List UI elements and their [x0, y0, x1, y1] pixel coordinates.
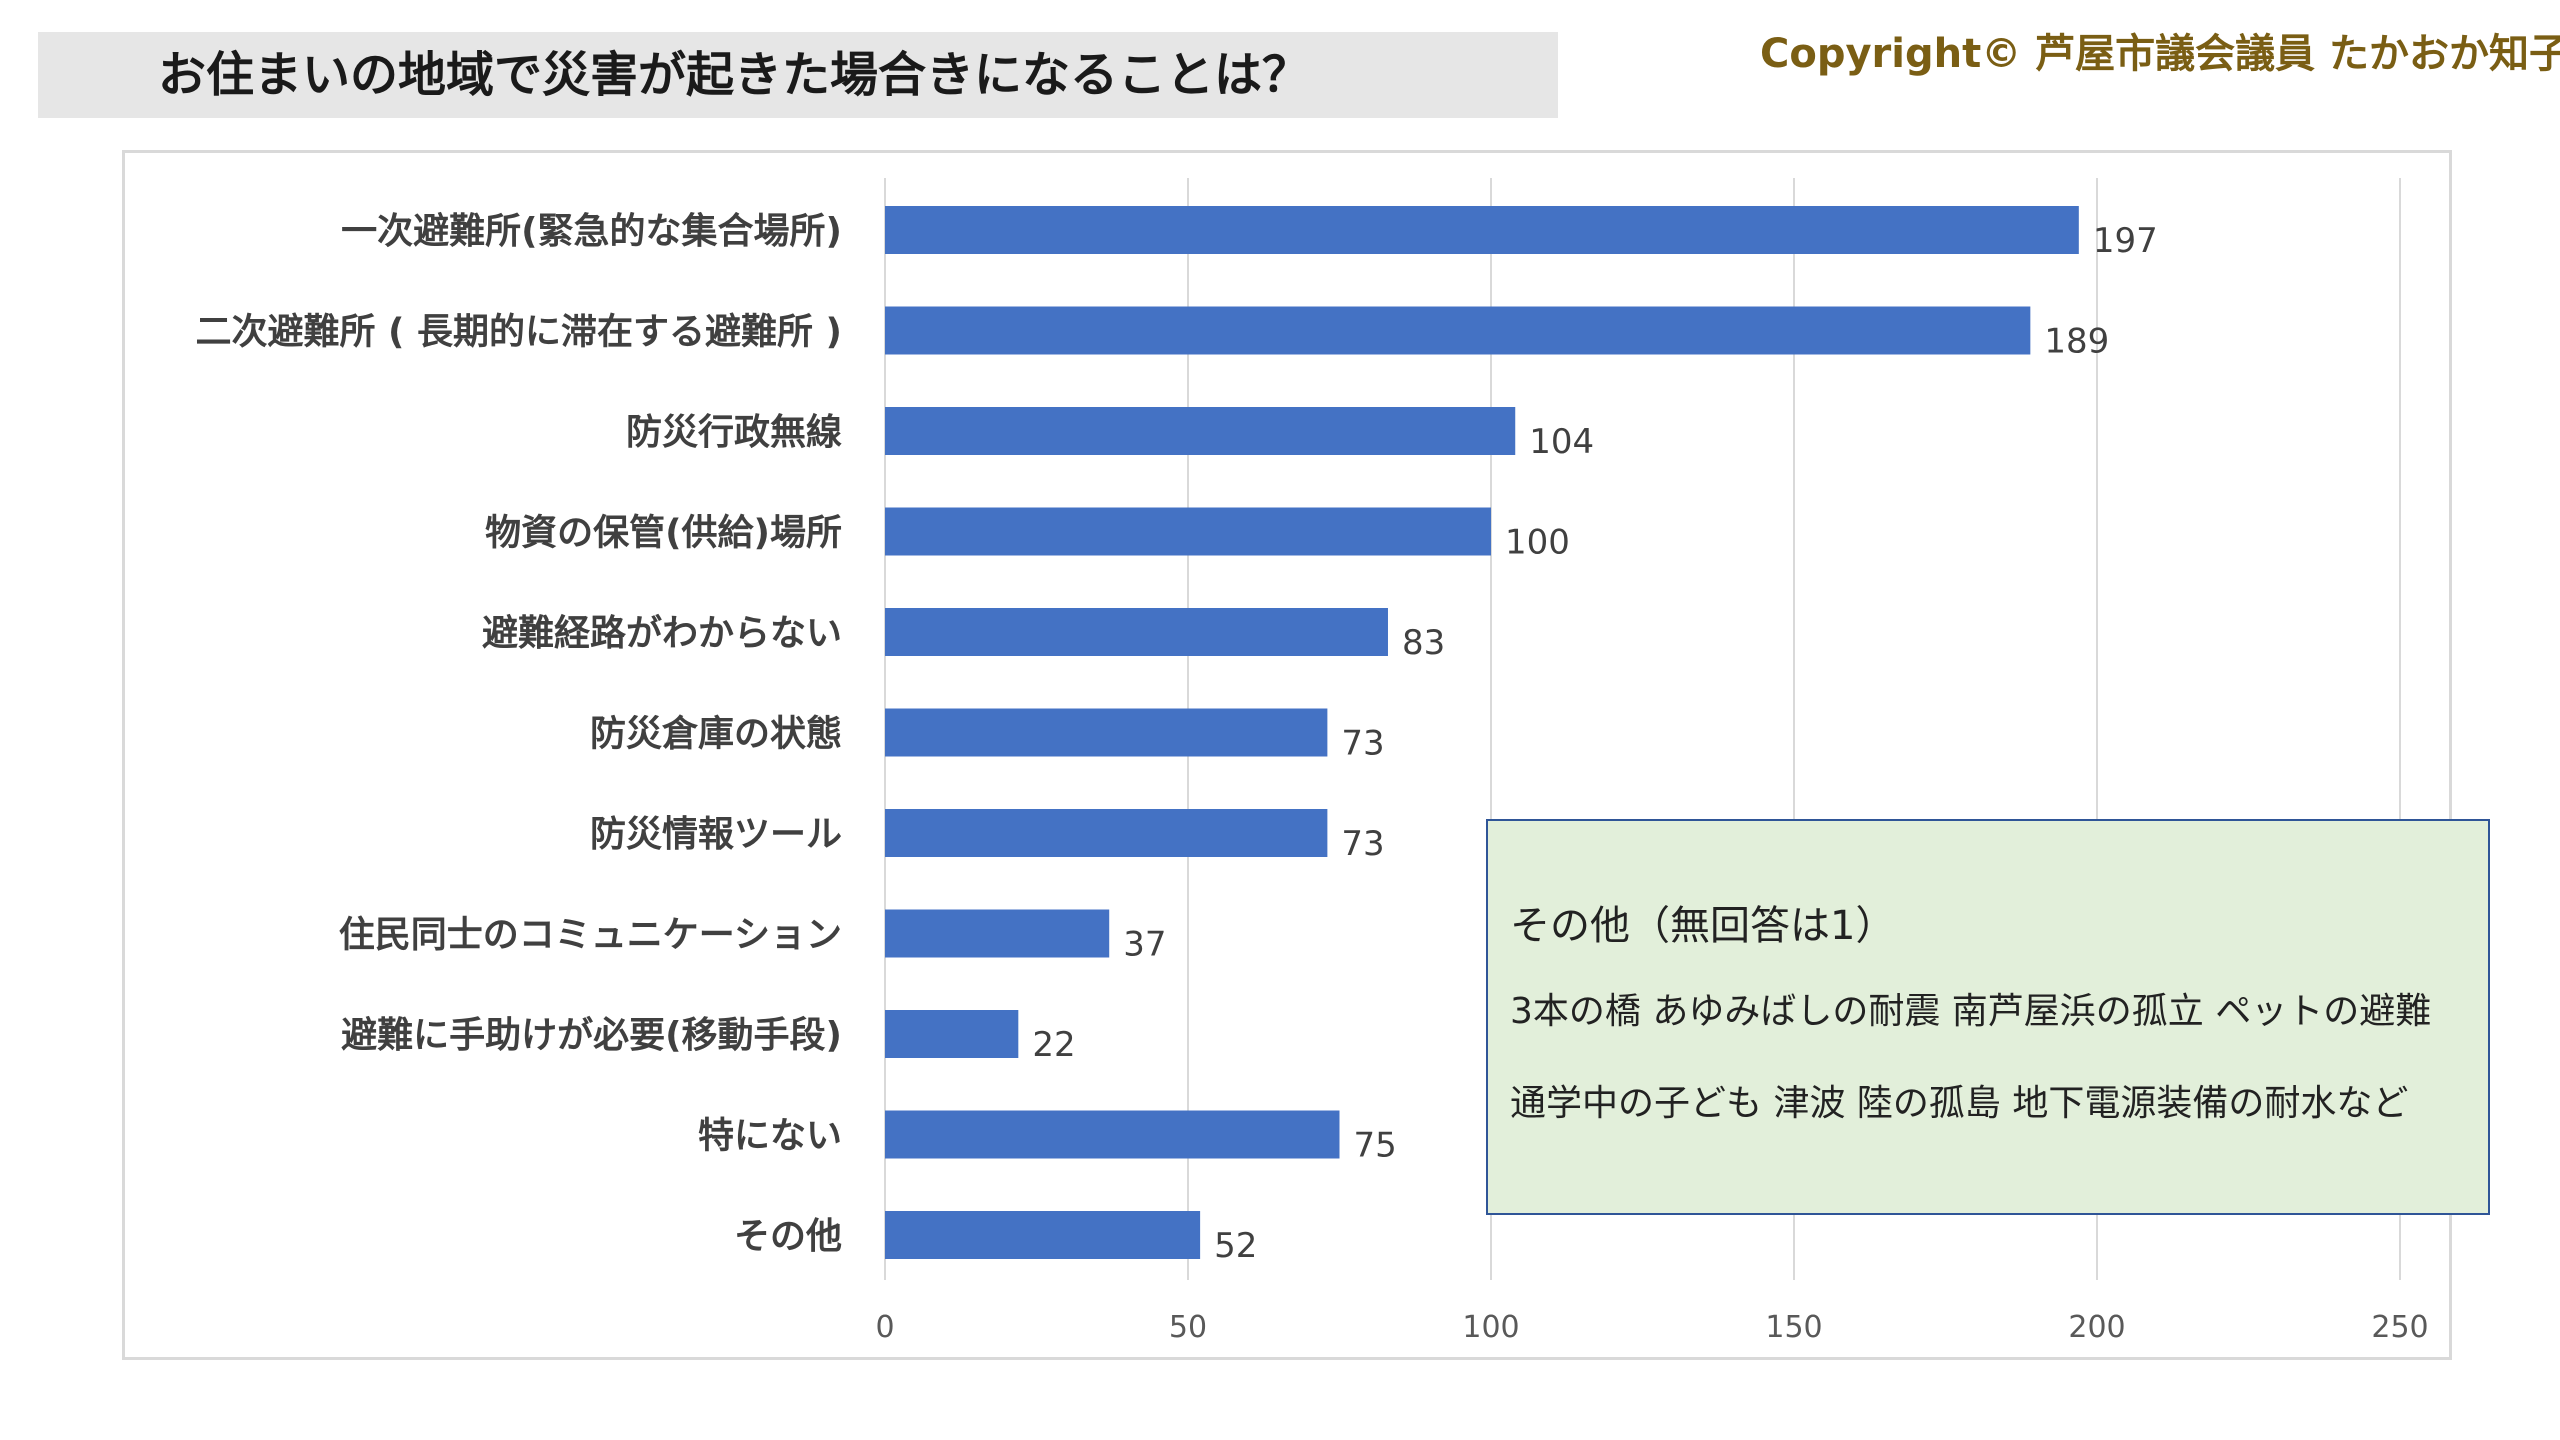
- category-label: 物資の保管(供給)場所: [485, 513, 842, 554]
- category-label: 二次避難所 ( 長期的に滞在する避難所 ): [195, 312, 842, 353]
- category-label: 特にない: [698, 1116, 842, 1157]
- data-label: 75: [1354, 1126, 1397, 1166]
- data-label: 83: [1402, 623, 1445, 663]
- data-label: 104: [1529, 422, 1594, 462]
- category-label: 一次避難所(緊急的な集合場所): [341, 211, 842, 252]
- category-label: 防災行政無線: [626, 412, 842, 453]
- note-line: 通学中の子ども 津波 陸の孤島 地下電源装備の耐水など: [1510, 1083, 2409, 1124]
- data-label: 189: [2044, 322, 2109, 362]
- category-label: その他: [734, 1216, 842, 1257]
- category-label: 住民同士のコミュニケーション: [339, 915, 842, 956]
- category-label: 防災倉庫の状態: [590, 714, 842, 755]
- title-banner: お住まいの地域で災害が起きた場合きになることは？: [38, 32, 1558, 118]
- page-title: お住まいの地域で災害が起きた場合きになることは？: [158, 47, 1311, 103]
- data-label: 73: [1341, 724, 1384, 764]
- data-label: 73: [1341, 824, 1384, 864]
- data-label: 100: [1505, 523, 1570, 563]
- x-tick-label: 100: [1462, 1310, 1519, 1345]
- bar: [885, 507, 1491, 556]
- copyright-text: Copyright© 芦屋市議会議員 たかおか知子: [1760, 31, 2560, 77]
- bar: [885, 809, 1328, 857]
- bar: [885, 407, 1516, 455]
- bar: [885, 608, 1388, 656]
- data-label: 197: [2093, 221, 2158, 261]
- category-label: 避難に手助けが必要(移動手段): [341, 1015, 842, 1056]
- bar: [885, 1010, 1019, 1058]
- data-label: 52: [1214, 1226, 1257, 1266]
- x-tick-label: 200: [2068, 1310, 2125, 1345]
- x-tick-label: 250: [2371, 1310, 2428, 1345]
- x-tick-label: 50: [1169, 1310, 1207, 1345]
- bar: [885, 1110, 1340, 1159]
- category-label: 避難経路がわからない: [482, 613, 842, 654]
- x-tick-label: 150: [1765, 1310, 1822, 1345]
- data-label: 22: [1032, 1025, 1075, 1065]
- bar: [885, 206, 2079, 254]
- other-answers-note: その他（無回答は1） 3本の橋 あゆみばしの耐震 南芦屋浜の孤立 ペットの避難 …: [1486, 819, 2490, 1215]
- bar: [885, 708, 1328, 757]
- x-tick-label: 0: [875, 1310, 894, 1345]
- chart-frame: [122, 150, 2452, 1360]
- data-label: 37: [1123, 925, 1166, 965]
- bar: [885, 1211, 1201, 1259]
- note-line: 3本の橋 あゆみばしの耐震 南芦屋浜の孤立 ペットの避難: [1510, 991, 2432, 1032]
- category-label: 防災情報ツール: [590, 814, 842, 855]
- bar: [885, 909, 1110, 958]
- note-heading: その他（無回答は1）: [1510, 903, 1896, 949]
- bar: [885, 306, 2031, 355]
